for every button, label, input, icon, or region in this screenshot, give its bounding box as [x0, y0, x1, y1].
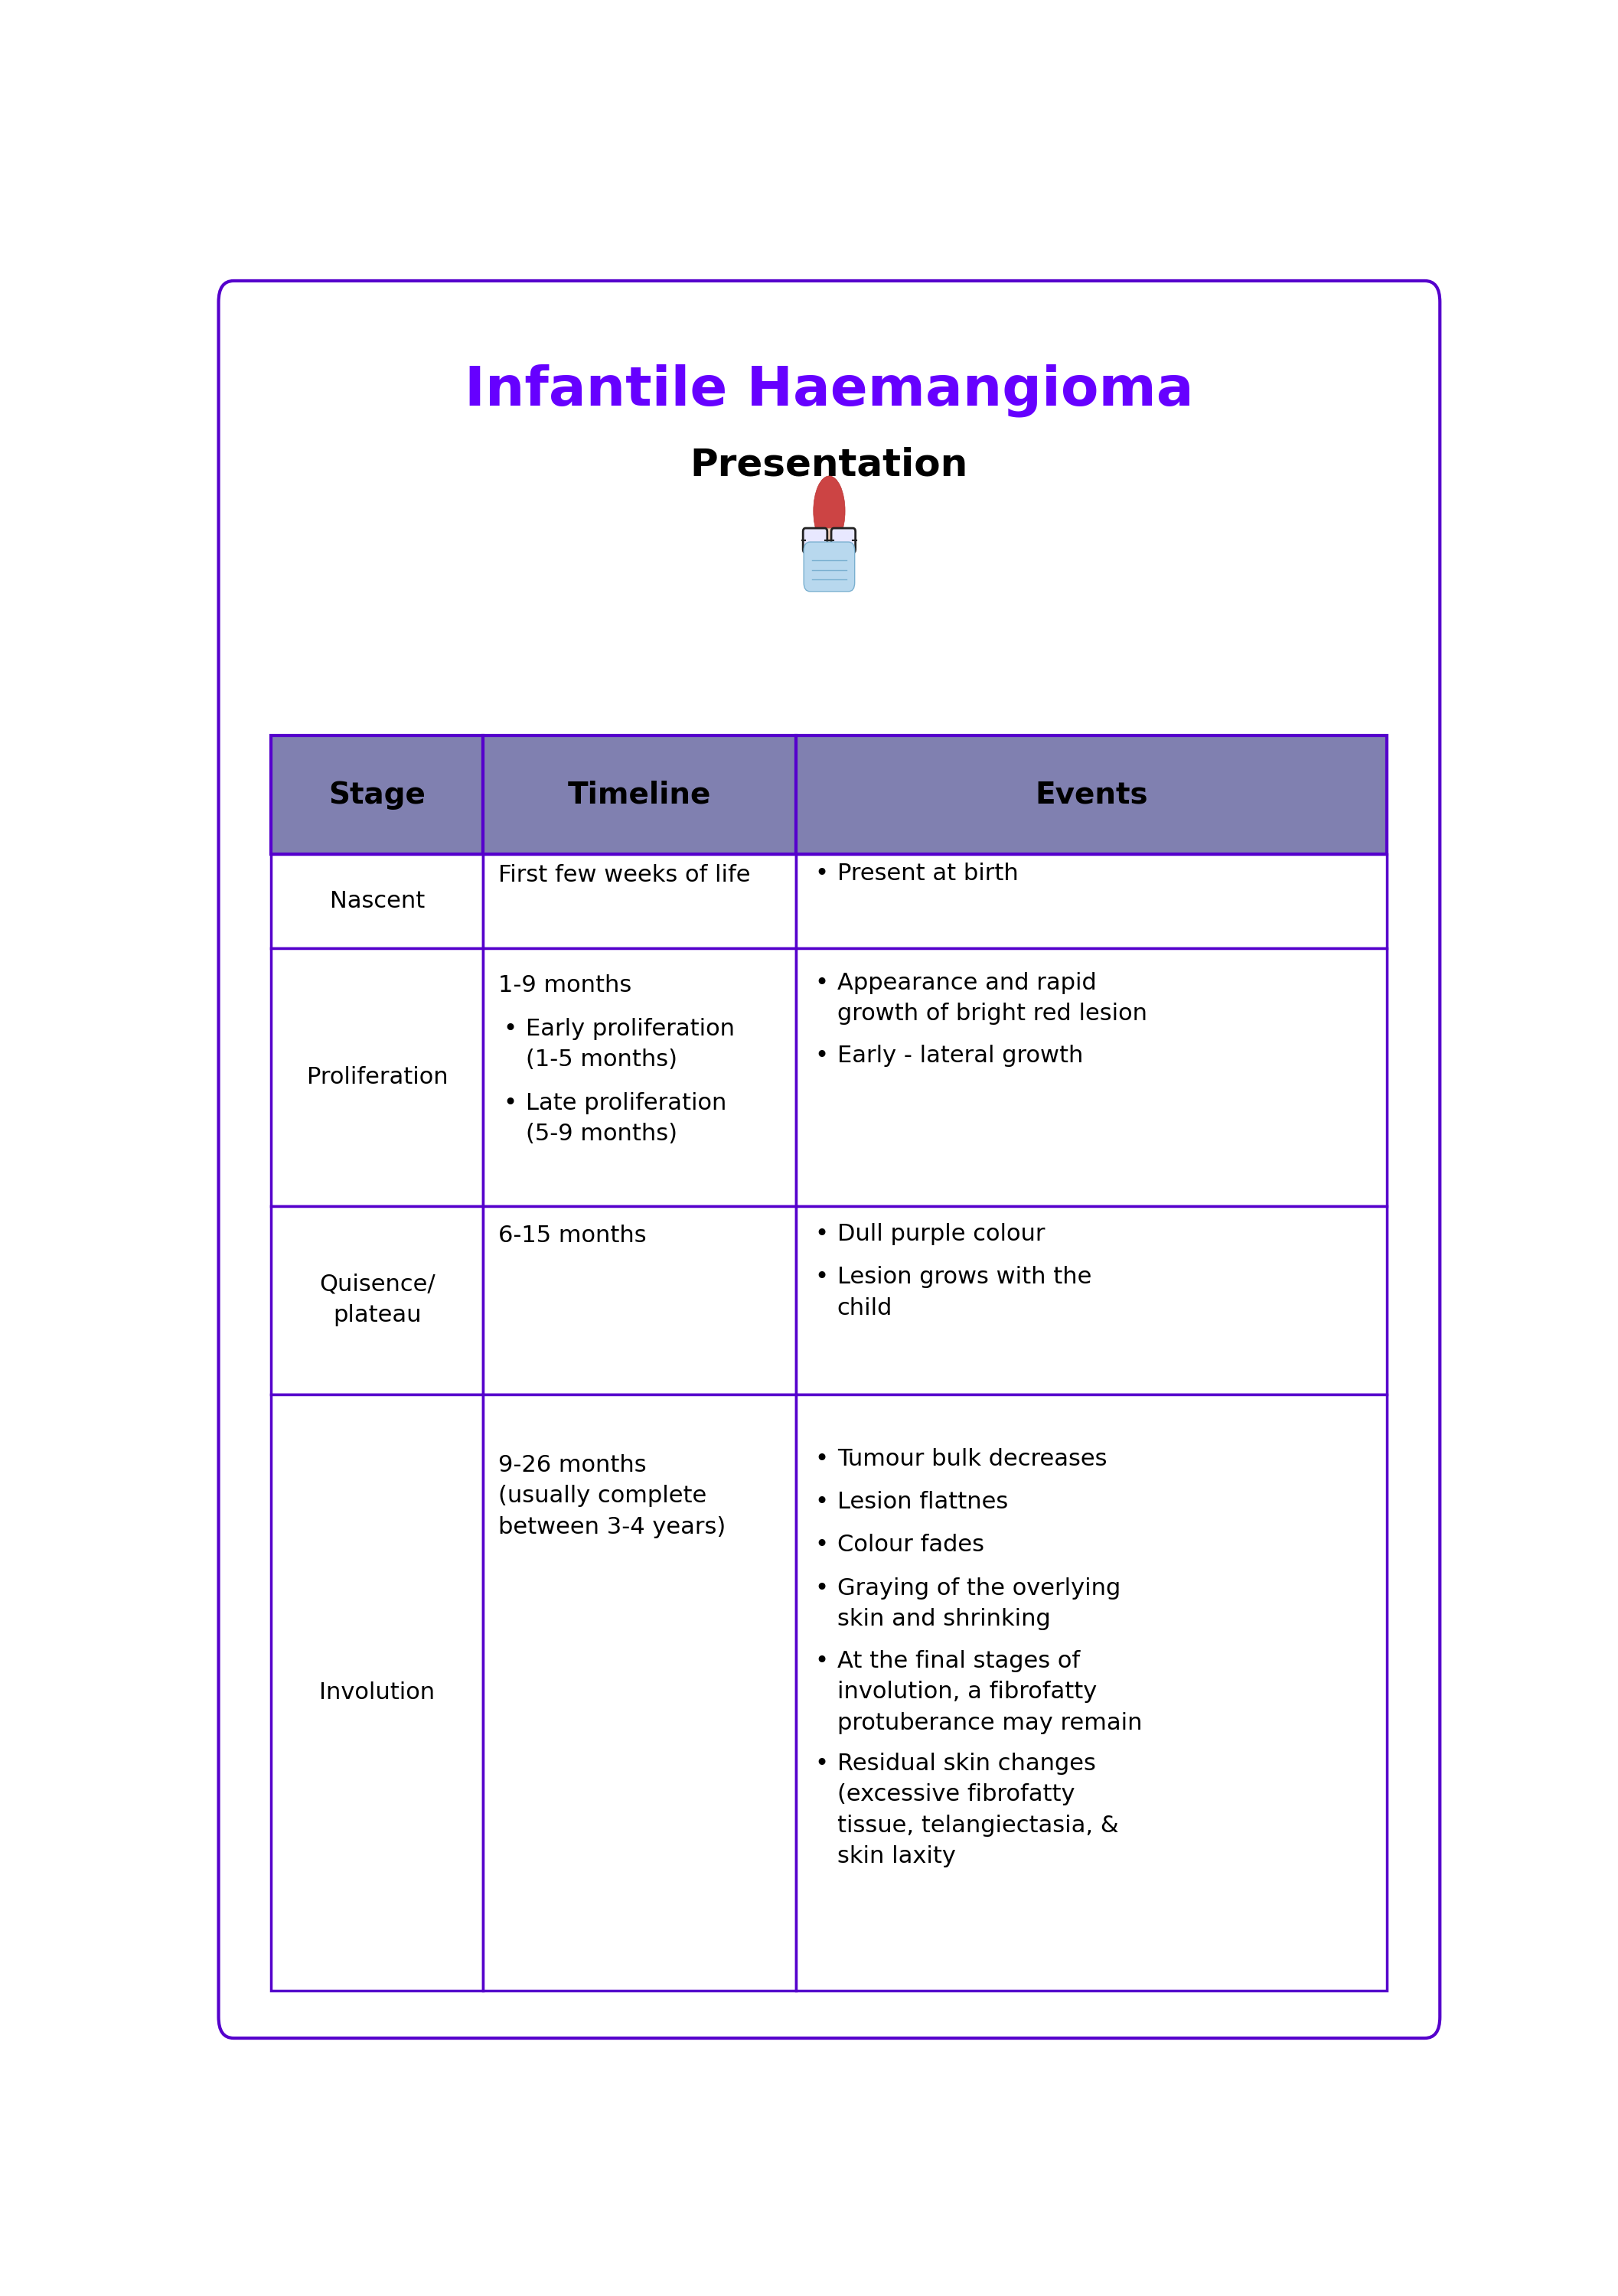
- Text: Appearance and rapid
growth of bright red lesion: Appearance and rapid growth of bright re…: [837, 971, 1147, 1024]
- Text: First few weeks of life: First few weeks of life: [498, 863, 751, 886]
- Text: •: •: [503, 1017, 518, 1040]
- Text: Present at birth: Present at birth: [837, 863, 1018, 884]
- Text: Early proliferation
(1-5 months): Early proliferation (1-5 months): [526, 1017, 735, 1070]
- Text: Colour fades: Colour fades: [837, 1534, 984, 1557]
- FancyBboxPatch shape: [832, 528, 856, 553]
- Text: Residual skin changes
(excessive fibrofatty
tissue, telangiectasia, &
skin laxit: Residual skin changes (excessive fibrofa…: [837, 1752, 1118, 1867]
- FancyBboxPatch shape: [796, 948, 1387, 1205]
- Text: •: •: [814, 1490, 828, 1513]
- Ellipse shape: [814, 475, 845, 546]
- FancyBboxPatch shape: [272, 948, 484, 1205]
- Text: •: •: [814, 1752, 828, 1775]
- Text: •: •: [814, 1534, 828, 1557]
- Text: Late proliferation
(5-9 months): Late proliferation (5-9 months): [526, 1093, 726, 1146]
- Text: 1-9 months: 1-9 months: [498, 974, 631, 996]
- Text: •: •: [503, 1093, 518, 1114]
- FancyBboxPatch shape: [484, 1394, 796, 1991]
- FancyBboxPatch shape: [796, 854, 1387, 948]
- Text: •: •: [814, 1045, 828, 1068]
- Text: •: •: [814, 1577, 828, 1600]
- Text: Involution: Involution: [319, 1681, 435, 1704]
- Text: Lesion flattnes: Lesion flattnes: [837, 1490, 1008, 1513]
- Text: Early - lateral growth: Early - lateral growth: [837, 1045, 1082, 1068]
- FancyBboxPatch shape: [272, 735, 484, 854]
- Text: •: •: [814, 1449, 828, 1469]
- Text: •: •: [814, 863, 828, 884]
- FancyBboxPatch shape: [796, 1394, 1387, 1991]
- Text: Events: Events: [1036, 781, 1149, 810]
- Text: Proliferation: Proliferation: [306, 1065, 448, 1088]
- FancyBboxPatch shape: [484, 948, 796, 1205]
- Text: Quisence/
plateau: Quisence/ plateau: [319, 1274, 435, 1327]
- FancyBboxPatch shape: [272, 1205, 484, 1394]
- Text: •: •: [814, 1224, 828, 1244]
- Text: Stage: Stage: [328, 781, 426, 810]
- Text: 6-15 months: 6-15 months: [498, 1224, 647, 1247]
- FancyBboxPatch shape: [804, 542, 854, 592]
- Text: Timeline: Timeline: [568, 781, 712, 810]
- FancyBboxPatch shape: [484, 854, 796, 948]
- Text: Presentation: Presentation: [691, 445, 968, 482]
- Text: Tumour bulk decreases: Tumour bulk decreases: [837, 1449, 1107, 1469]
- Text: Nascent: Nascent: [330, 891, 426, 912]
- Text: Lesion grows with the
child: Lesion grows with the child: [837, 1265, 1092, 1320]
- FancyBboxPatch shape: [484, 1205, 796, 1394]
- Text: •: •: [814, 1265, 828, 1288]
- Text: At the final stages of
involution, a fibrofatty
protuberance may remain: At the final stages of involution, a fib…: [837, 1651, 1142, 1733]
- FancyBboxPatch shape: [484, 735, 796, 854]
- FancyBboxPatch shape: [218, 280, 1440, 2039]
- FancyBboxPatch shape: [803, 528, 827, 553]
- FancyBboxPatch shape: [796, 1205, 1387, 1394]
- FancyBboxPatch shape: [272, 1394, 484, 1991]
- FancyBboxPatch shape: [796, 735, 1387, 854]
- FancyBboxPatch shape: [272, 854, 484, 948]
- Text: •: •: [814, 971, 828, 994]
- Text: 9-26 months
(usually complete
between 3-4 years): 9-26 months (usually complete between 3-…: [498, 1453, 726, 1538]
- Text: Infantile Haemangioma: Infantile Haemangioma: [464, 363, 1194, 418]
- Text: Dull purple colour: Dull purple colour: [837, 1224, 1045, 1244]
- Text: •: •: [814, 1651, 828, 1671]
- Ellipse shape: [817, 528, 841, 576]
- Text: Graying of the overlying
skin and shrinking: Graying of the overlying skin and shrink…: [837, 1577, 1121, 1630]
